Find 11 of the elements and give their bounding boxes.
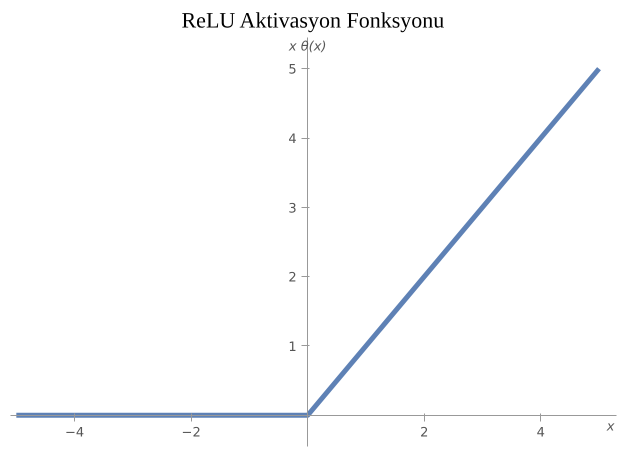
chart-title: ReLU Aktivasyon Fonksyonu	[182, 8, 444, 32]
y-tick-label: 4	[288, 132, 297, 148]
x-tick-label: −4	[65, 425, 84, 440]
y-tick-label: 2	[288, 270, 297, 286]
x-tick-label: 2	[420, 425, 428, 440]
y-tick-label: 3	[288, 201, 297, 216]
y-tick-label: 5	[288, 62, 297, 78]
x-axis-title: x	[606, 419, 615, 434]
x-tick-label: −2	[182, 425, 201, 440]
x-tick-label: 4	[536, 425, 545, 440]
y-tick-label: 1	[288, 340, 297, 355]
